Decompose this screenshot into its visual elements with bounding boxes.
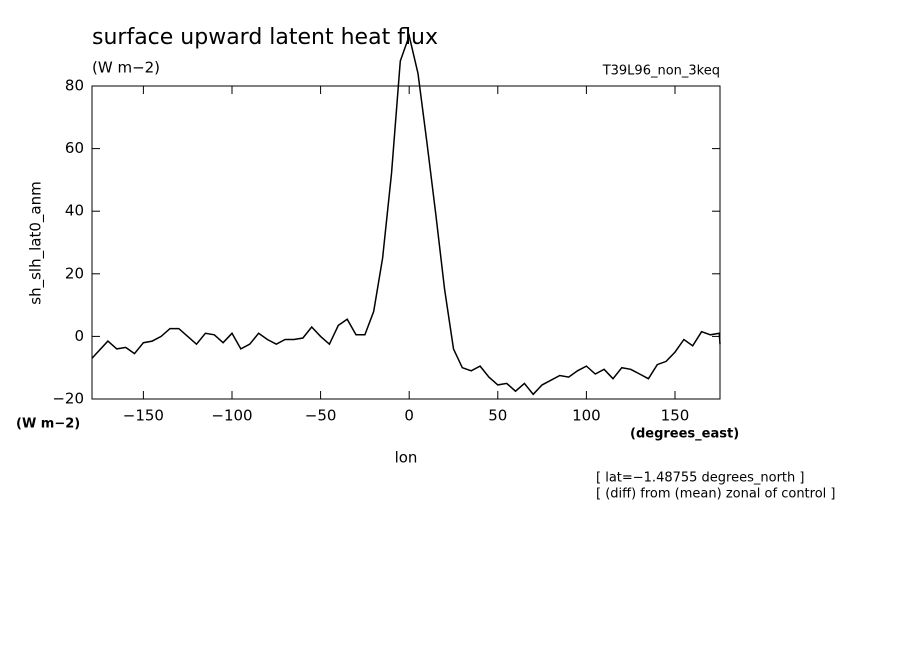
chart-subtitle: (W m−2) — [92, 59, 160, 77]
x-tick-label: −100 — [211, 407, 252, 425]
x-tick-label: 100 — [572, 407, 601, 425]
y-axis-label: sh_slh_lat0_anm — [27, 181, 46, 304]
x-units: (degrees_east) — [630, 427, 739, 442]
y-tick-label: 40 — [65, 202, 84, 220]
data-line — [91, 33, 721, 396]
x-tick-label: −50 — [305, 407, 337, 425]
dataset-label: T39L96_non_3keq — [602, 64, 720, 79]
note: [ (diff) from (mean) zonal of control ] — [596, 487, 835, 502]
y-tick-label: −20 — [52, 390, 84, 408]
y-tick-label: 80 — [65, 77, 84, 95]
x-tick-label: 50 — [488, 407, 507, 425]
x-tick-label: 150 — [661, 407, 690, 425]
plot-frame — [91, 85, 721, 400]
x-tick-label: −150 — [123, 407, 164, 425]
note: [ lat=−1.48755 degrees_north ] — [596, 471, 804, 486]
x-axis-label: lon — [395, 449, 418, 467]
y-tick-label: 0 — [74, 327, 84, 345]
y-units: (W m−2) — [16, 417, 80, 432]
y-tick-label: 20 — [65, 264, 84, 282]
x-tick-label: 0 — [404, 407, 414, 425]
chart-title: surface upward latent heat flux — [92, 25, 438, 50]
y-tick-label: 60 — [65, 139, 84, 157]
